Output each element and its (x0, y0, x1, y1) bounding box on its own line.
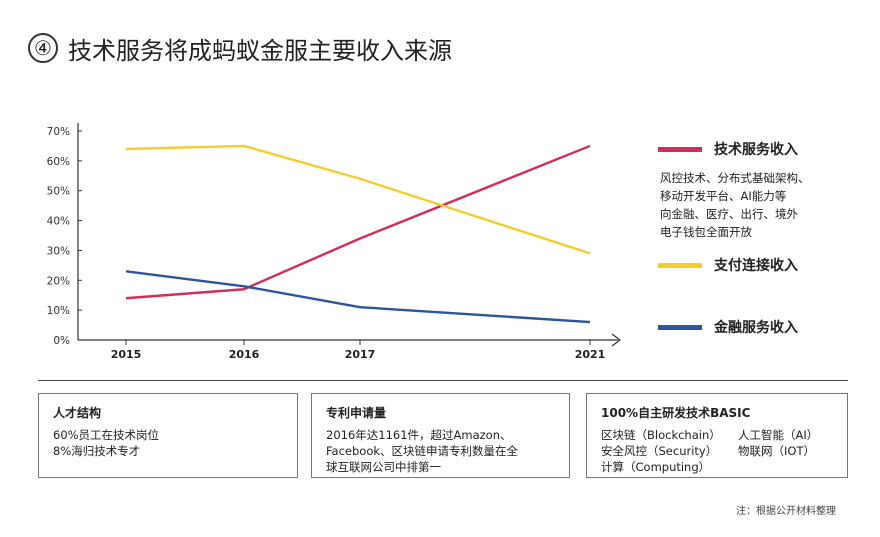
legend-tech-description: 风控技术、分布式基础架构、 移动开发平台、AI能力等 向金融、医疗、出行、境外 … (660, 169, 810, 241)
line-chart: 0% 10% 20% 30% 40% 50% 60% 70% 2015 2016 2017 2021 (47, 123, 621, 361)
talent-box: 人才结构 60%员工在技术岗位 8%海归技术专才 (38, 393, 298, 478)
x-tick-label: 2016 (229, 348, 260, 361)
legend-payment: 支付连接收入 (658, 255, 798, 275)
legend-finance: 金融服务收入 (658, 317, 798, 337)
x-tick-label: 2021 (575, 348, 606, 361)
y-tick-label: 30% (47, 245, 70, 257)
y-tick-label: 70% (47, 126, 70, 138)
title-text: 技术服务将成蚂蚁金服主要收入来源 (68, 36, 452, 65)
desc-line: 电子钱包全面开放 (660, 225, 752, 239)
desc-line: 风控技术、分布式基础架构、 (660, 171, 810, 185)
legend-label-tech: 技术服务收入 (714, 142, 798, 158)
talent-title: 人才结构 (53, 406, 102, 420)
x-tick-label: 2017 (345, 348, 376, 361)
desc-line: 向金融、医疗、出行、境外 (660, 207, 798, 221)
source-note: 注：根据公开材料整理 (736, 506, 836, 517)
page-title: ④ 技术服务将成蚂蚁金服主要收入来源 (28, 28, 452, 68)
y-tick-label: 50% (47, 186, 70, 198)
x-tick-label: 2015 (111, 348, 142, 361)
patent-line: 2016年达1161件，超过Amazon、 (326, 428, 512, 442)
series-line-finance (125, 270, 591, 324)
basic-box: 100%自主研发技术BASIC 区块链（Blockchain） 人工智能（AI）… (586, 393, 848, 478)
section-number-icon: ④ (28, 33, 58, 63)
patent-box: 专利申请量 2016年达1161件，超过Amazon、 Facebook、区块链… (311, 393, 570, 478)
legend-label-finance: 金融服务收入 (714, 320, 798, 336)
y-tick-label: 40% (47, 216, 70, 228)
talent-line: 8%海归技术专才 (53, 444, 141, 458)
series-line-tech (125, 144, 591, 300)
basic-title: 100%自主研发技术BASIC (601, 406, 751, 420)
legend-swatch-finance (658, 324, 702, 330)
patent-line: Facebook、区块链申请专利数量在全 (326, 444, 519, 458)
section-divider (38, 380, 848, 381)
legend-swatch-payment (658, 262, 702, 268)
legend-swatch-tech (658, 146, 702, 152)
basic-item: 区块链（Blockchain） (601, 428, 721, 442)
x-axis-arrow-icon (611, 333, 621, 347)
legend-label-payment: 支付连接收入 (714, 258, 798, 274)
basic-list: 区块链（Blockchain） 人工智能（AI） 安全风控（Security） … (601, 427, 833, 475)
legend-tech: 技术服务收入 风控技术、分布式基础架构、 移动开发平台、AI能力等 向金融、医疗… (658, 139, 810, 241)
y-tick-label: 20% (47, 275, 70, 287)
patent-line: 球互联网公司中排第一 (326, 460, 441, 474)
y-tick-label: 60% (47, 156, 70, 168)
patent-title: 专利申请量 (326, 406, 387, 420)
basic-item: 安全风控（Security） (601, 444, 718, 458)
basic-item: 计算（Computing） (601, 460, 711, 474)
y-tick-label: 0% (53, 335, 70, 347)
basic-item: 人工智能（AI） (738, 428, 819, 442)
series-line-payment (125, 144, 591, 255)
y-tick-label: 10% (47, 305, 70, 317)
basic-item: 物联网（IOT） (738, 444, 815, 458)
desc-line: 移动开发平台、AI能力等 (660, 189, 787, 203)
talent-line: 60%员工在技术岗位 (53, 428, 160, 442)
